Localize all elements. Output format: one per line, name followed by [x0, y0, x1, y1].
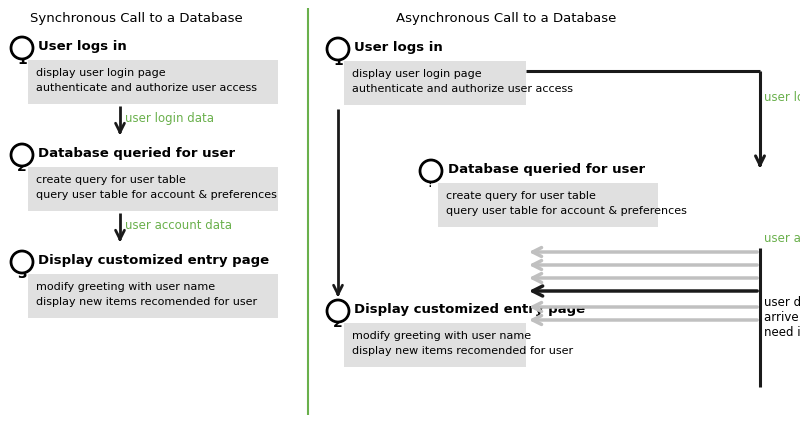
Text: user data may
arrive after you
need it: user data may arrive after you need it: [764, 296, 800, 339]
Text: modify greeting with user name: modify greeting with user name: [36, 282, 215, 292]
Text: User logs in: User logs in: [354, 41, 442, 54]
Text: create query for user table: create query for user table: [446, 191, 596, 201]
Circle shape: [11, 251, 33, 273]
Text: 1: 1: [333, 54, 343, 68]
Text: Synchronous Call to a Database: Synchronous Call to a Database: [30, 12, 242, 25]
Text: display user login page: display user login page: [36, 68, 166, 78]
Text: user login data: user login data: [764, 91, 800, 104]
Text: Display customized entry page: Display customized entry page: [38, 254, 269, 267]
Text: display user login page: display user login page: [352, 69, 482, 79]
Text: Display customized entry page: Display customized entry page: [354, 303, 585, 316]
Text: modify greeting with user name: modify greeting with user name: [352, 331, 531, 341]
Circle shape: [11, 37, 33, 59]
Bar: [344, 61, 526, 105]
Text: 2: 2: [17, 160, 27, 174]
Text: User logs in: User logs in: [38, 40, 126, 53]
Bar: [438, 183, 658, 227]
Text: Asynchronous Call to a Database: Asynchronous Call to a Database: [396, 12, 616, 25]
Text: create query for user table: create query for user table: [36, 175, 186, 185]
Text: ?: ?: [427, 176, 434, 190]
Circle shape: [11, 144, 33, 166]
Circle shape: [420, 160, 442, 182]
Text: Database queried for user: Database queried for user: [38, 147, 235, 160]
Circle shape: [327, 300, 349, 322]
Text: user account data: user account data: [125, 219, 232, 232]
Bar: [344, 323, 526, 367]
Text: authenticate and authorize user access: authenticate and authorize user access: [36, 83, 257, 93]
Text: user login data: user login data: [125, 112, 214, 125]
Text: query user table for account & preferences: query user table for account & preferenc…: [446, 206, 687, 216]
Bar: [28, 167, 278, 211]
Text: query user table for account & preferences: query user table for account & preferenc…: [36, 190, 277, 200]
Bar: [28, 274, 278, 318]
Circle shape: [327, 38, 349, 60]
Bar: [28, 60, 278, 104]
Text: display new items recomended for user: display new items recomended for user: [36, 297, 257, 307]
Text: 3: 3: [17, 267, 27, 281]
Text: authenticate and authorize user access: authenticate and authorize user access: [352, 84, 573, 94]
Text: user account data: user account data: [764, 232, 800, 245]
Text: display new items recomended for user: display new items recomended for user: [352, 346, 573, 356]
Text: 1: 1: [17, 53, 27, 67]
Text: 2: 2: [333, 316, 343, 330]
Text: Database queried for user: Database queried for user: [448, 163, 645, 176]
